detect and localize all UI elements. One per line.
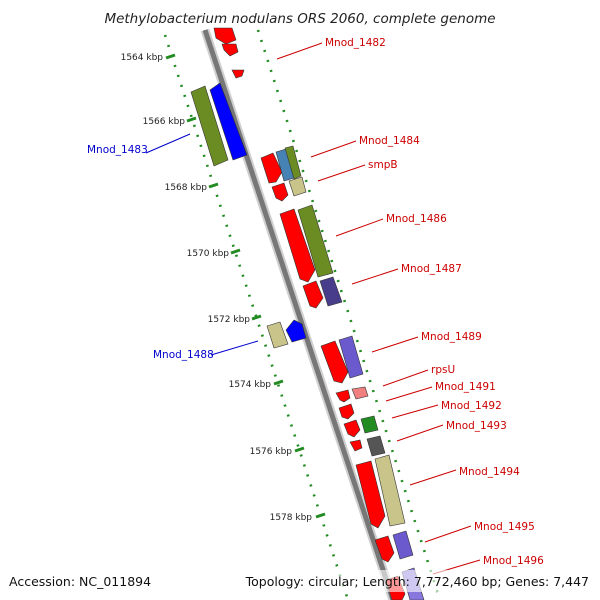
gene-arrow (209, 82, 248, 161)
leader-line (382, 369, 429, 387)
gene-arrow (302, 280, 324, 309)
gene-arrow (319, 276, 343, 307)
leader-lines (145, 42, 481, 575)
gene-label-mnod-1487[interactable]: Mnod_1487 (401, 263, 462, 275)
gene-arrow (285, 319, 307, 343)
leader-line (371, 336, 419, 353)
gene-arrow (338, 335, 364, 379)
tick-mark (294, 446, 305, 453)
gene-arrow (366, 435, 386, 457)
tick-label: 1568 kbp (165, 183, 208, 193)
leader-line (385, 386, 433, 402)
tick-label: 1564 kbp (121, 53, 164, 63)
leader-line (396, 424, 444, 442)
gene-arrow (221, 43, 239, 57)
leader-line (210, 340, 259, 356)
gene-arrow (284, 145, 302, 180)
footer-backdrop (0, 570, 600, 592)
gene-arrow (266, 321, 289, 349)
gene-label-mnod-1495[interactable]: Mnod_1495 (474, 521, 535, 533)
gene-arrow (343, 419, 361, 438)
leader-line (317, 164, 366, 182)
gene-arrow (260, 152, 283, 184)
gene-label-mnod-1484[interactable]: Mnod_1484 (359, 135, 420, 147)
tick-labels: 1564 kbp 1566 kbp 1568 kbp 1570 kbp 1572… (121, 53, 313, 523)
leader-line (276, 42, 323, 60)
leader-line (424, 525, 472, 543)
gene-arrow (288, 176, 307, 197)
gene-labels: Mnod_1482 Mnod_1483 Mnod_1484 smpB Mnod_… (87, 37, 544, 567)
tick-mark (208, 182, 219, 189)
gene-label-mnod-1493[interactable]: Mnod_1493 (446, 420, 507, 432)
gene-label-mnod-1483[interactable]: Mnod_1483 (87, 144, 148, 156)
gene-arrow (360, 415, 379, 434)
tick-label: 1576 kbp (250, 447, 293, 457)
gene-arrow (355, 460, 386, 529)
accession-text: Accession: NC_011894 (9, 574, 151, 589)
tick-label: 1570 kbp (187, 249, 230, 259)
gene-arrow (374, 454, 406, 527)
gene-label-mnod-1494[interactable]: Mnod_1494 (459, 466, 520, 478)
tick-label: 1566 kbp (143, 117, 186, 127)
leader-line (351, 268, 399, 285)
gene-label-mnod-1489[interactable]: Mnod_1489 (421, 331, 482, 343)
leader-line (145, 133, 191, 154)
gene-arrow (297, 204, 334, 278)
gene-arrow (213, 27, 237, 45)
gene-arrow (392, 530, 414, 560)
tick-mark (230, 248, 241, 255)
gene-label-mnod-1486[interactable]: Mnod_1486 (386, 213, 447, 225)
leader-line (310, 140, 357, 158)
gene-label-mnod-1492[interactable]: Mnod_1492 (441, 400, 502, 412)
gene-label-mnod-1482[interactable]: Mnod_1482 (325, 37, 386, 49)
tick-label: 1572 kbp (208, 315, 251, 325)
gene-arrow (231, 69, 245, 79)
leader-line (391, 404, 439, 419)
gene-label-mnod-1496[interactable]: Mnod_1496 (483, 555, 544, 567)
gene-arrow (374, 535, 395, 563)
backbone (200, 28, 398, 600)
gene-arrow (338, 403, 355, 420)
tick-label: 1574 kbp (229, 380, 272, 390)
map-title: Methylobacterium nodulans ORS 2060, comp… (104, 11, 495, 27)
gene-label-mnod-1491[interactable]: Mnod_1491 (435, 381, 496, 393)
gene-arrow (190, 85, 229, 167)
gene-label-smpb[interactable]: smpB (368, 159, 398, 171)
tick-mark (165, 53, 176, 60)
tick-mark (273, 379, 284, 386)
gene-arrow (335, 389, 351, 403)
gene-label-mnod-1488[interactable]: Mnod_1488 (153, 349, 214, 361)
tick-mark (251, 314, 262, 321)
gene-arrow (271, 182, 289, 202)
leader-line (409, 469, 457, 486)
gene-label-rpsu[interactable]: rpsU (431, 364, 455, 376)
gene-arrow (351, 386, 369, 400)
tick-mark (186, 116, 197, 123)
genome-summary-text: Topology: circular; Length: 7,772,460 bp… (245, 574, 589, 589)
gene-arrow (320, 340, 349, 384)
leader-line (335, 218, 384, 237)
gene-arrow (279, 208, 316, 283)
tick-mark (315, 512, 326, 519)
tick-label: 1578 kbp (270, 513, 313, 523)
gene-arrow (349, 439, 363, 452)
reverse-track-guide (163, 34, 350, 600)
track-guides (163, 29, 442, 600)
tick-marks (165, 53, 326, 519)
